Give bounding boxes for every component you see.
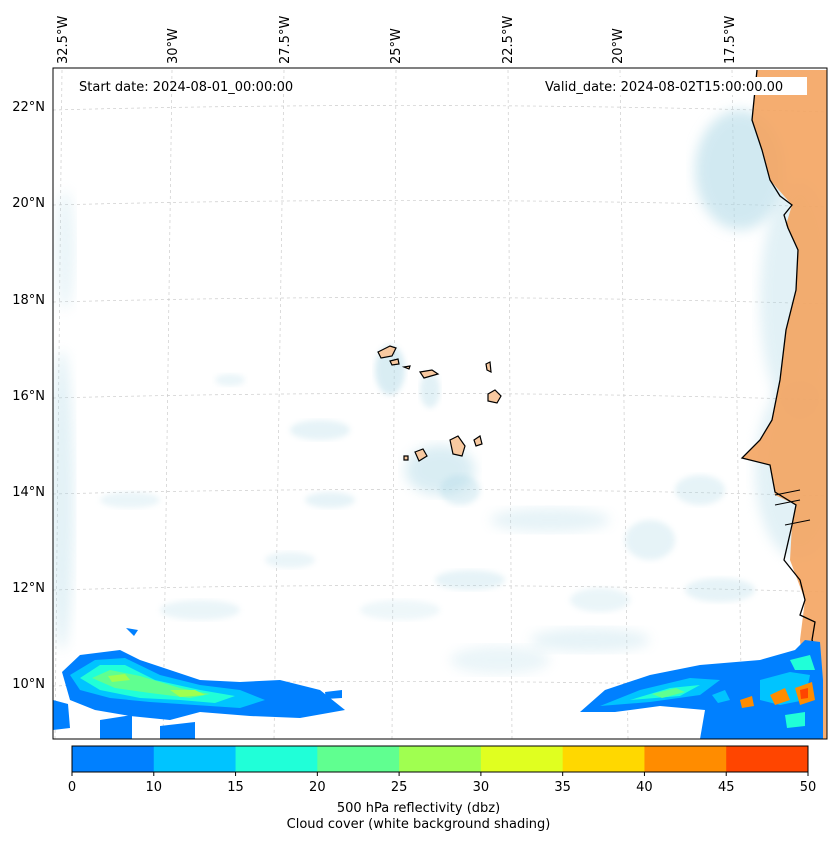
mainland-africa — [742, 70, 827, 739]
colorbar-frame — [71, 745, 809, 773]
lon-label-17-5w: 17.5°W — [723, 16, 738, 64]
colorbar-label-reflectivity: 500 hPa reflectivity (dbz) — [336, 801, 501, 816]
colorbar-tick-label: 0 — [68, 780, 76, 795]
colorbar-tick-label: 30 — [473, 780, 490, 795]
valid-date-box — [541, 77, 807, 95]
colorbar-tick-label: 50 — [800, 780, 817, 795]
reflectivity-east — [580, 640, 823, 739]
colorbar — [72, 746, 809, 772]
colorbar-swatch-4 — [399, 746, 482, 772]
reflectivity-west — [53, 628, 345, 739]
colorbar-tick-label: 10 — [146, 780, 163, 795]
colorbar-swatch-6 — [562, 746, 645, 772]
colorbar-label-cloud-cover: Cloud cover (white background shading) — [286, 817, 551, 832]
lat-label-18n: 18°N — [12, 293, 45, 308]
colorbar-swatch-2 — [235, 746, 318, 772]
lat-label-20n: 20°N — [12, 196, 45, 211]
gambia-border — [774, 489, 811, 526]
colorbar-tick-label: 40 — [636, 780, 653, 795]
lon-label-22-5w: 22.5°W — [501, 16, 516, 64]
colorbar-tick-label: 25 — [391, 780, 408, 795]
coastline — [740, 69, 821, 661]
start-date-label: Start date: 2024-08-01_00:00:00 — [79, 80, 293, 95]
colorbar-swatch-0 — [72, 746, 155, 772]
lat-label-16n: 16°N — [12, 389, 45, 404]
valid-date-label: Valid_date: 2024-08-02T15:00:00.00 — [545, 80, 783, 95]
lon-label-25w: 25°W — [389, 28, 404, 64]
lon-label-30w: 30°W — [166, 28, 181, 64]
colorbar-ticks: 0 10 15 20 25 30 35 40 45 50 — [68, 772, 816, 795]
colorbar-swatch-5 — [480, 746, 564, 772]
colorbar-tick-label: 15 — [227, 780, 244, 795]
map-frame — [52, 67, 828, 740]
cape-verde-islands — [377, 345, 502, 462]
colorbar-tick-label: 20 — [309, 780, 326, 795]
lat-label-12n: 12°N — [12, 581, 45, 596]
colorbar-swatch-7 — [644, 746, 727, 772]
lon-label-27-5w: 27.5°W — [278, 16, 293, 64]
lat-label-22n: 22°N — [12, 100, 45, 115]
colorbar-tick-label: 35 — [554, 780, 571, 795]
lat-label-14n: 14°N — [12, 485, 45, 500]
lon-label-32-5w: 32.5°W — [56, 16, 71, 64]
lat-label-10n: 10°N — [12, 677, 45, 692]
colorbar-tick-label: 45 — [718, 780, 735, 795]
colorbar-swatch-8 — [726, 746, 809, 772]
colorbar-swatch-3 — [317, 746, 400, 772]
colorbar-swatch-1 — [153, 746, 237, 772]
lon-label-20w: 20°W — [611, 28, 626, 64]
